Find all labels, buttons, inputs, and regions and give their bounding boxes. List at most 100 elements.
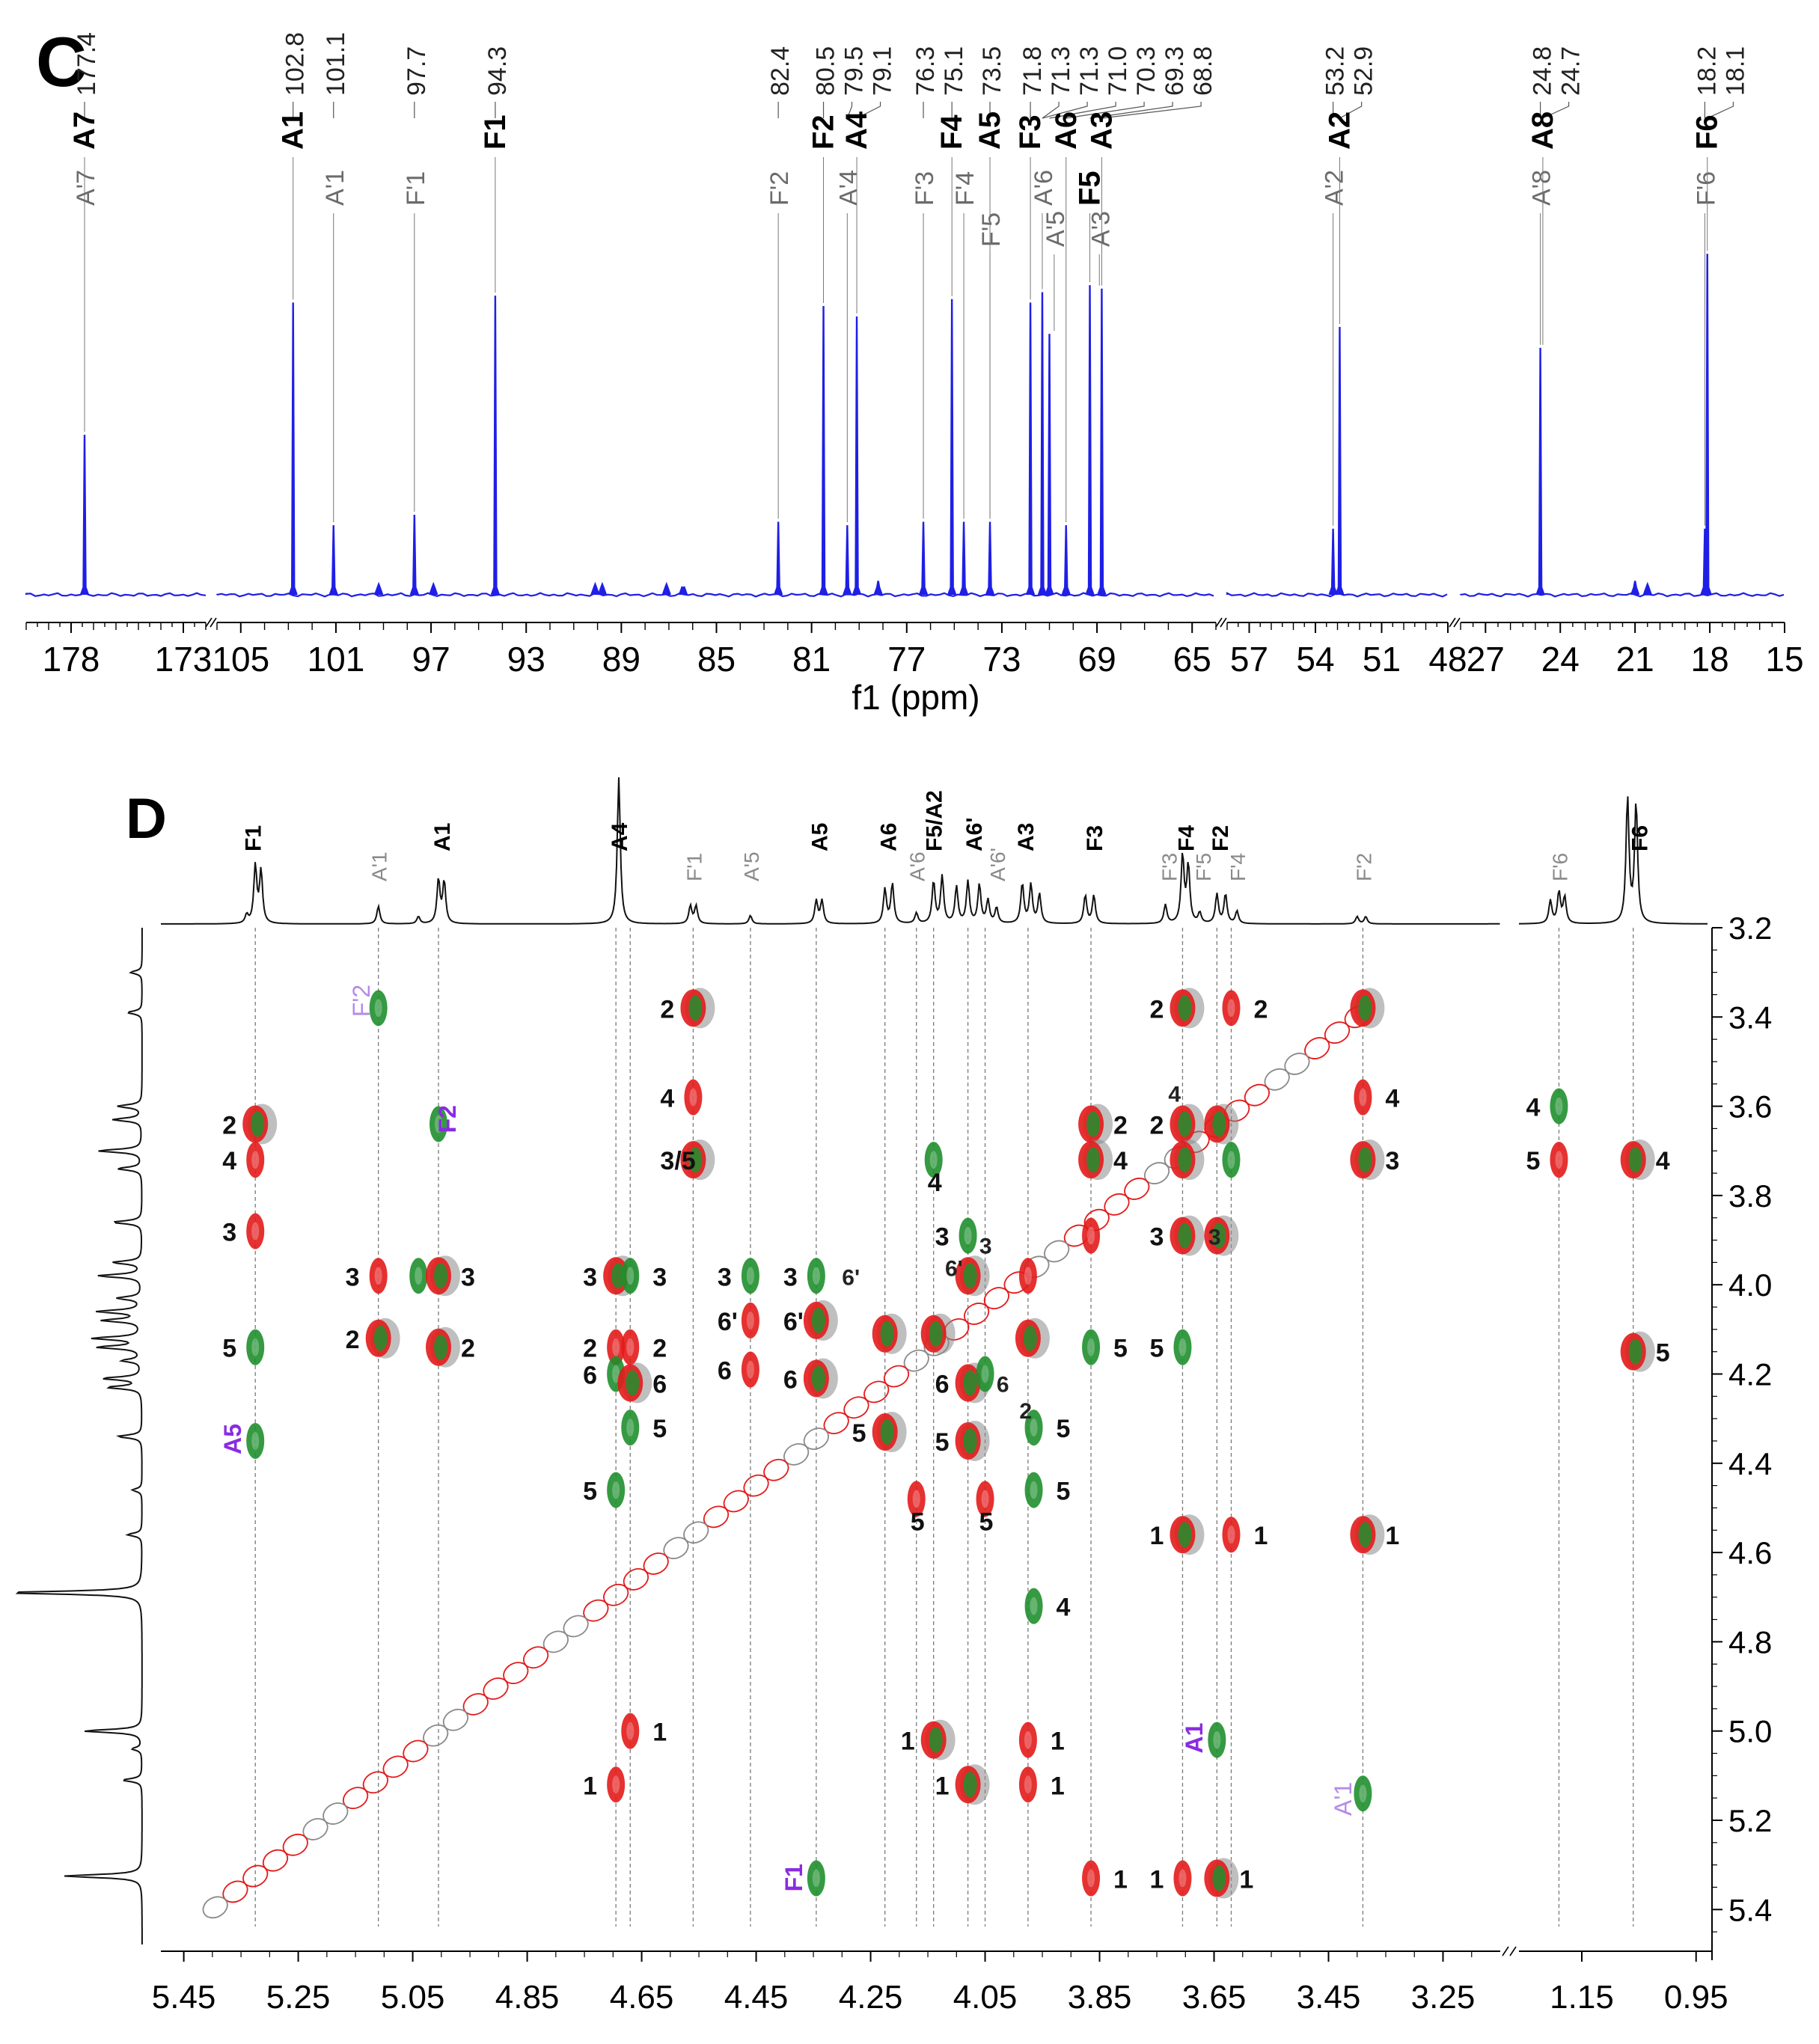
x-tick-label: 4.85 xyxy=(495,1979,560,2016)
spectrum-peak-29 xyxy=(1630,581,1640,596)
cross-peak-green-8 xyxy=(409,1258,428,1294)
cross-peak-label-37: 1 xyxy=(901,1728,915,1756)
cross-peak-red-76 xyxy=(1550,1142,1568,1178)
cross-peak-green-31 xyxy=(807,1860,825,1897)
x-tick-label: 93 xyxy=(507,640,545,679)
cross-peak-label-56: 1 xyxy=(1113,1866,1128,1894)
cross-peak-core-75 xyxy=(1359,1784,1367,1803)
x-tick-label: 54 xyxy=(1296,640,1334,679)
cross-peak-green-9 xyxy=(429,1106,448,1142)
cross-peak-label-68: 2 xyxy=(1253,995,1268,1023)
cross-peak-green-28 xyxy=(807,1258,825,1294)
extra-peak-label-0: 6' xyxy=(842,1265,860,1290)
diagonal-contour xyxy=(783,1442,810,1466)
cross-peak-label-15: 2 xyxy=(652,1335,667,1363)
cross-peak-red-1 xyxy=(246,1142,265,1178)
cross-peak-label-23: 4 xyxy=(660,1085,674,1113)
cross-peak-red-21 xyxy=(607,1766,626,1803)
cross-peak-label-73: 3 xyxy=(1385,1147,1399,1175)
peak-assignment-1: A'7 xyxy=(72,170,100,206)
x-tick-label: 3.45 xyxy=(1297,1979,1361,2016)
shift-value-label: 79.1 xyxy=(869,46,897,96)
cross-peak-label-13: 3 xyxy=(652,1263,667,1291)
cross-peak-label-7: 2 xyxy=(346,1326,360,1354)
shift-value-label: 94.3 xyxy=(483,46,512,96)
diagonal-contour xyxy=(442,1708,469,1731)
shift-value-label: 18.2 xyxy=(1693,46,1721,96)
shift-value-label: 71.0 xyxy=(1104,46,1132,96)
cross-peak-green-36 xyxy=(929,1321,943,1347)
spectrum-peak-14 xyxy=(852,316,862,596)
diagonal-contour xyxy=(282,1833,308,1856)
shift-value-label: 24.8 xyxy=(1529,46,1557,96)
cross-peak-green-79 xyxy=(1550,1088,1568,1124)
panel-c-13c-spectrum: C 177.4 102.8 101.1 97.7 94.3 82.4 80.5 79.5 79.… xyxy=(25,22,1804,717)
cross-peak-label-14: 2 xyxy=(583,1335,597,1363)
peak-assignment-26: F'6 xyxy=(1692,171,1720,206)
cross-peak-green-46 xyxy=(1023,1325,1037,1351)
peak-assignment-0: A7 xyxy=(68,111,101,150)
shift-value-label: 76.3 xyxy=(911,46,940,96)
cross-peak-red-14 xyxy=(607,1329,626,1365)
cross-peak-label-20: 1 xyxy=(652,1719,667,1747)
cross-peak-label-63: 1 xyxy=(1149,1866,1164,1894)
cross-peak-core-2 xyxy=(251,1222,260,1240)
cross-peak-green-29 xyxy=(811,1307,825,1333)
shift-label-connector xyxy=(1042,102,1060,119)
diagonal-contour xyxy=(302,1818,328,1840)
cross-peak-label-57: 2 xyxy=(1149,995,1164,1023)
cross-peak-green-47 xyxy=(1024,1410,1043,1446)
top-trace-label-9: F5/A2 xyxy=(923,790,947,851)
cross-peak-label-76: 5 xyxy=(1526,1147,1540,1175)
cross-peak-green-65 xyxy=(1212,1223,1226,1249)
cross-peak-green-59 xyxy=(1178,1147,1192,1173)
peak-assignment-7: F2 xyxy=(807,114,840,150)
cross-peak-core-28 xyxy=(812,1267,820,1285)
cross-peak-label-60: 3 xyxy=(1149,1223,1164,1252)
shift-value-label: 101.1 xyxy=(322,32,350,96)
cross-peak-green-66 xyxy=(1208,1722,1226,1758)
x-tick-label: 18 xyxy=(1690,640,1728,679)
cross-peak-red-44 xyxy=(976,1481,994,1517)
cross-peak-red-68 xyxy=(1222,990,1241,1026)
cross-peak-green-13 xyxy=(621,1258,640,1294)
cross-peak-core-63 xyxy=(1178,1869,1187,1888)
y-tick-label: 4.4 xyxy=(1728,1446,1772,1481)
diagonal-contour xyxy=(1143,1162,1170,1184)
cross-peak-green-4 xyxy=(246,1422,265,1459)
cross-peak-label-11: 2 xyxy=(461,1335,475,1363)
spectrum-peak-7 xyxy=(590,581,600,596)
top-trace-label-21: F6 xyxy=(1627,825,1652,851)
cross-peak-green-5 xyxy=(369,990,388,1026)
diagonal-contour xyxy=(863,1380,890,1404)
diagonal-contour xyxy=(503,1662,529,1685)
cross-peak-core-18 xyxy=(626,1419,635,1437)
peak-assignment-20: A'3 xyxy=(1086,211,1115,247)
top-trace-label-19: F'2 xyxy=(1352,853,1375,881)
spectrum-peak-24 xyxy=(1085,285,1095,596)
extra-peak-label-1: 6' xyxy=(945,1256,963,1281)
spectrum-peak-21 xyxy=(1037,292,1048,596)
cross-peak-label-78: 5 xyxy=(1656,1339,1670,1368)
cross-peak-core-50 xyxy=(1024,1731,1032,1749)
cross-peak-core-15 xyxy=(626,1338,635,1356)
spectrum-baseline-1 xyxy=(215,592,1214,598)
spectrum-peak-22 xyxy=(1045,334,1054,596)
axis-break-mark xyxy=(1509,1946,1517,1956)
cross-peak-label-0: 2 xyxy=(222,1111,236,1139)
cross-peak-label-2: 3 xyxy=(222,1219,236,1247)
cross-peak-label-10: 3 xyxy=(461,1263,475,1291)
diagonal-contour xyxy=(703,1505,730,1529)
cross-peak-core-3 xyxy=(251,1338,260,1356)
cross-peak-core-48 xyxy=(1030,1481,1038,1499)
cross-peak-core-31 xyxy=(812,1869,820,1888)
diagonal-contour xyxy=(542,1630,569,1653)
cross-peak-label-77: 4 xyxy=(1656,1147,1670,1175)
shift-value-label: 73.5 xyxy=(978,46,1006,96)
diagonal-contour xyxy=(342,1787,369,1810)
cross-peak-label-19: 5 xyxy=(583,1478,597,1506)
x-tick-label: 5.45 xyxy=(152,1979,216,2016)
shift-value-label: 79.5 xyxy=(840,46,869,96)
cross-peak-label-26: 6' xyxy=(718,1308,738,1336)
